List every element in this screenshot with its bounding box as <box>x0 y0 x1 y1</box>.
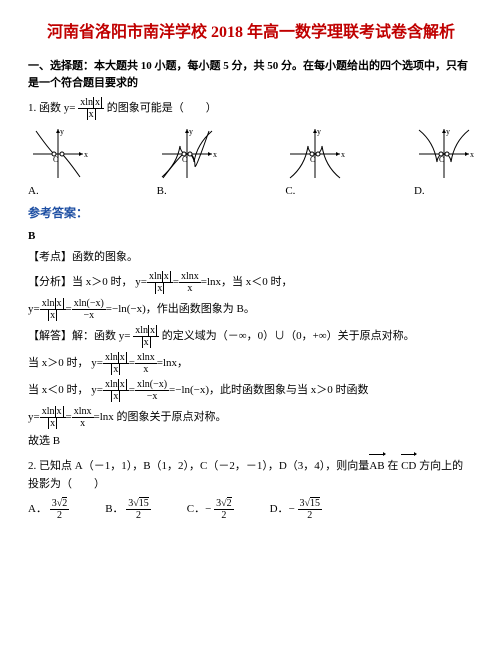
graph-c-label: C. <box>285 183 345 201</box>
svg-text:y: y <box>317 127 321 136</box>
fenxi-row-2: y=xlnxx=xln(−x)−x=−ln(−x)，作出函数图象为 B。 <box>28 298 474 321</box>
jie-t1b: 的定义域为（－∞，0）∪（0，+∞）关于原点对称。 <box>162 330 415 342</box>
q2-stem: 2. 已知点 A（－1，1），B（1，2），C（－2，－1），D（3，4），则向… <box>28 454 474 493</box>
jie-t2: 当 x＞0 时， <box>28 357 89 369</box>
jie-t3: 当 x＜0 时， <box>28 384 89 396</box>
opt-d-label: D． <box>270 503 289 515</box>
svg-text:O: O <box>310 155 316 164</box>
graph-c: x y O C. <box>285 126 345 201</box>
page-title: 河南省洛阳市南洋学校 2018 年高一数学理联考试卷含解析 <box>28 20 474 46</box>
graph-b-svg: x y O <box>157 126 217 181</box>
section-1-head: 一、选择题：本大题共 10 小题，每小题 5 分，共 50 分。在每小题给出的四… <box>28 58 474 93</box>
graph-d: x y O D. <box>414 126 474 201</box>
q2-t2: 在 <box>385 460 402 472</box>
opt-b-label: B． <box>105 503 123 515</box>
ref-head: 参考答案： <box>28 204 474 223</box>
jie-t1: 解：函数 y= <box>72 330 130 342</box>
graph-row: x y O A. x y O <box>28 126 474 201</box>
opt-c-label: C． <box>187 503 205 515</box>
jie-row-1: 【解答】解：函数 y= xlnxx 的定义域为（－∞，0）∪（0，+∞）关于原点… <box>28 325 474 348</box>
opt-b: B． 3√15 2 <box>105 498 151 521</box>
svg-text:x: x <box>213 150 217 159</box>
graph-d-svg: x y O <box>414 126 474 181</box>
opt-d: D．− 3√15 2 <box>270 498 322 521</box>
q2-t1: 2. 已知点 A（－1，1），B（1，2），C（－2，－1），D（3，4），则向… <box>28 460 369 472</box>
jie-row-2: 当 x＞0 时， y=xlnxx=xlnxx=lnx， <box>28 352 474 375</box>
fenxi-t1: 当 x＞0 时， <box>72 276 133 288</box>
answer-1: B <box>28 228 474 246</box>
q1-frac: xlnx x <box>78 97 104 120</box>
svg-text:x: x <box>84 150 88 159</box>
opt-c: C．− 3√2 2 <box>187 498 234 521</box>
graph-b: x y O B. <box>157 126 217 201</box>
jie-row-4: y=xlnxx=xlnxx=lnx 的图象关于原点对称。 <box>28 406 474 429</box>
fenxi-tag: 【分析】 <box>28 276 72 288</box>
jie-t4: 的图象关于原点对称。 <box>114 411 227 423</box>
q2-options: A． 3√2 2 B． 3√15 2 C．− 3√2 2 D．− 3√15 2 <box>28 498 474 521</box>
q1-label: 1. 函数 y= <box>28 102 75 114</box>
graph-b-label: B. <box>157 183 217 201</box>
vec-ab: AB <box>369 454 384 476</box>
graph-d-label: D. <box>414 183 474 201</box>
svg-text:x: x <box>470 150 474 159</box>
q1-tail: 的图象可能是（ ） <box>107 102 217 114</box>
svg-text:x: x <box>341 150 345 159</box>
jie-t2b: ， <box>177 357 188 369</box>
svg-text:O: O <box>439 155 445 164</box>
q1-stem: 1. 函数 y= xlnx x 的图象可能是（ ） <box>28 97 474 120</box>
graph-a-svg: x y O <box>28 126 88 181</box>
opt-a-label: A． <box>28 503 47 515</box>
fenxi-mid: ，当 x＜0 时， <box>221 276 293 288</box>
jie-row-5: 故选 B <box>28 433 474 451</box>
jie-row-3: 当 x＜0 时， y=xlnxx=xln(−x)−x=−ln(−x)，此时函数图… <box>28 379 474 402</box>
kaodian-row: 【考点】函数的图象。 <box>28 249 474 267</box>
kaodian-text: 函数的图象。 <box>72 251 138 263</box>
jie-tag: 【解答】 <box>28 330 72 342</box>
svg-text:O: O <box>182 155 188 164</box>
graph-a-label: A. <box>28 183 88 201</box>
graph-a: x y O A. <box>28 126 88 201</box>
svg-text:y: y <box>189 127 193 136</box>
graph-c-svg: x y O <box>285 126 345 181</box>
fenxi-row-1: 【分析】当 x＞0 时， y=xlnxx=xlnxx=lnx，当 x＜0 时， <box>28 271 474 294</box>
vec-cd: CD <box>401 454 416 476</box>
jie-t3b: ，此时函数图象与当 x＞0 时函数 <box>209 384 369 396</box>
fenxi-t2: ，作出函数图象为 B。 <box>146 303 255 315</box>
svg-text:y: y <box>60 127 64 136</box>
svg-text:y: y <box>446 127 450 136</box>
opt-a: A． 3√2 2 <box>28 498 69 521</box>
kaodian-tag: 【考点】 <box>28 251 72 263</box>
